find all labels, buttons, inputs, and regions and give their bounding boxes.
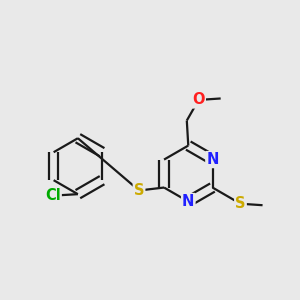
Text: N: N xyxy=(206,152,219,167)
Text: O: O xyxy=(192,92,205,107)
Text: S: S xyxy=(235,196,246,211)
Text: Cl: Cl xyxy=(45,188,61,203)
Text: N: N xyxy=(182,194,194,209)
Text: S: S xyxy=(134,183,144,198)
